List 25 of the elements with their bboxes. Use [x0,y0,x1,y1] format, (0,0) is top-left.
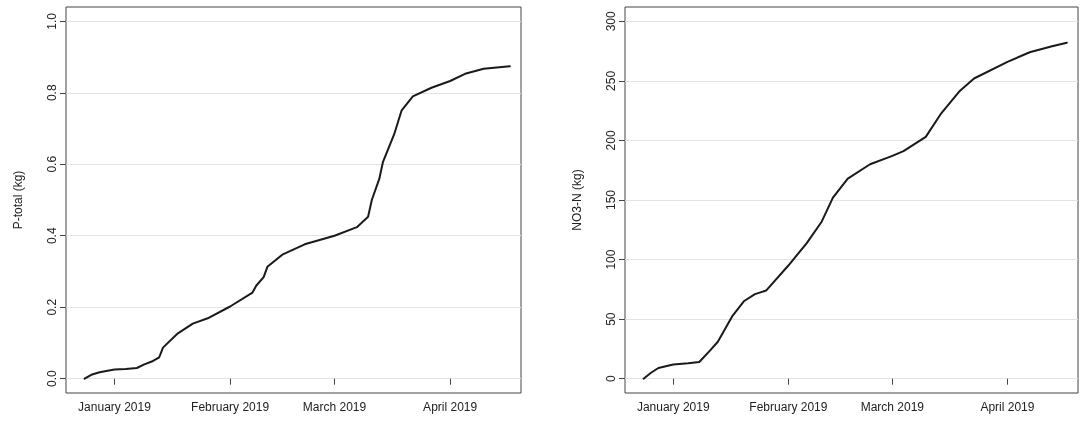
y-tick-label: 250 [604,70,618,91]
y-axis-title: P-total (kg) [11,170,25,230]
y-tick-label: 150 [604,189,618,211]
x-tick-label: January 2019 [78,400,152,414]
y-tick-label: 0.4 [45,227,59,245]
line-series [83,65,511,380]
y-tick-label: 0.0 [45,370,59,388]
x-tick-label: April 2019 [980,400,1035,414]
x-tick-label: February 2019 [749,400,828,414]
x-tick-label: April 2019 [423,400,478,414]
y-tick-label: 200 [604,130,618,151]
y-tick-label: 0.2 [45,298,59,316]
y-tick-label: 300 [604,10,618,32]
y-axis-title: NO3-N (kg) [570,169,584,231]
line-series [642,41,1068,380]
x-tick-label: January 2019 [636,400,710,414]
y-tick-label: 100 [604,249,618,270]
y-tick-label: 1.0 [45,12,59,30]
x-tick-label: March 2019 [302,400,367,414]
x-tick-label: March 2019 [860,400,925,414]
y-tick-label: 0 [604,375,618,383]
y-tick-label: 50 [604,312,618,326]
x-tick-label: February 2019 [191,400,270,414]
y-tick-label: 0.6 [45,155,59,173]
y-tick-label: 0.8 [45,84,59,102]
